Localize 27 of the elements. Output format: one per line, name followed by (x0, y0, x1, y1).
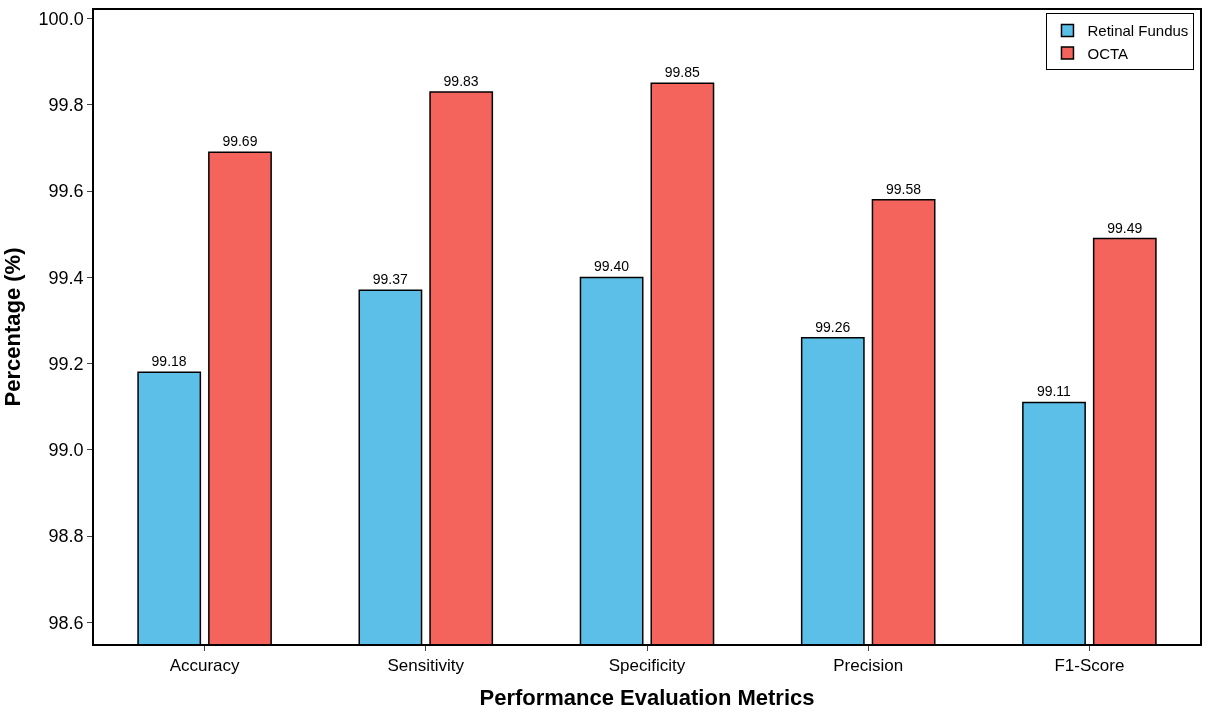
x-axis-title: Performance Evaluation Metrics (479, 684, 815, 710)
y-tick-label: 99.6 (48, 181, 84, 202)
data-label: 99.40 (593, 258, 630, 275)
data-label: 99.58 (885, 180, 922, 197)
y-tick-label: 98.6 (48, 612, 84, 633)
y-tick-label: 99.2 (48, 353, 84, 374)
x-tick-label: Accuracy (169, 656, 241, 676)
y-tick-label: 98.8 (48, 526, 84, 547)
data-label: 99.83 (443, 72, 479, 89)
data-label: 99.37 (372, 271, 409, 288)
data-label: 99.26 (815, 318, 851, 335)
y-tick-label: 99.8 (48, 95, 84, 116)
y-axis-title: Percentage (%) (0, 247, 25, 407)
x-tick-label: Specificity (608, 656, 686, 676)
data-label: 99.85 (664, 64, 701, 81)
x-tick-label: Sensitivity (387, 656, 465, 676)
data-label: 99.11 (1036, 383, 1072, 400)
y-tick-label: 99.0 (48, 440, 84, 461)
x-tick-label: F1-Score (1054, 656, 1125, 676)
y-tick-label: 100.0 (38, 8, 84, 29)
data-label: 99.18 (151, 353, 187, 370)
x-tick-label: Precision (833, 656, 904, 676)
data-label: 99.49 (1107, 219, 1143, 236)
legend-label: OCTA (1087, 44, 1129, 62)
data-label: 99.69 (222, 133, 258, 150)
y-tick-label: 99.4 (48, 267, 84, 288)
legend-label: Retinal Fundus (1087, 22, 1189, 40)
